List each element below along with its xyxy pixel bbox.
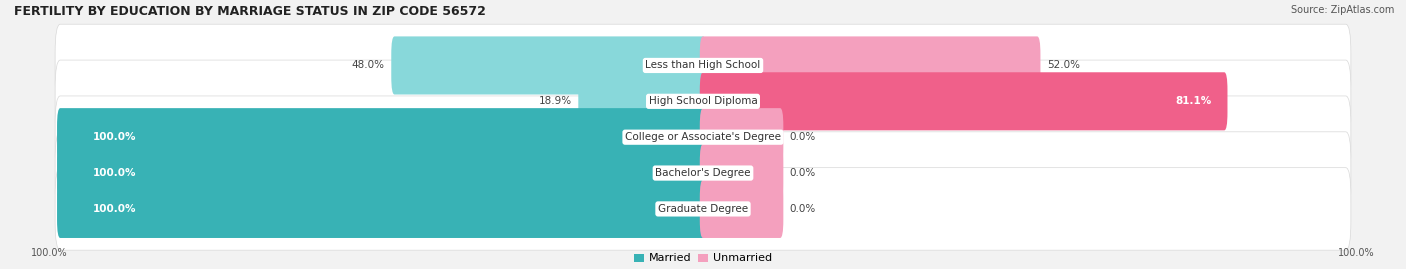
Text: 18.9%: 18.9%: [538, 96, 572, 106]
FancyBboxPatch shape: [391, 36, 706, 94]
Text: 100.0%: 100.0%: [93, 132, 136, 142]
Text: 0.0%: 0.0%: [790, 204, 815, 214]
FancyBboxPatch shape: [700, 72, 1227, 130]
Text: Graduate Degree: Graduate Degree: [658, 204, 748, 214]
Text: 48.0%: 48.0%: [352, 61, 385, 70]
FancyBboxPatch shape: [58, 144, 706, 202]
Text: High School Diploma: High School Diploma: [648, 96, 758, 106]
FancyBboxPatch shape: [700, 108, 783, 166]
Text: 100.0%: 100.0%: [93, 204, 136, 214]
FancyBboxPatch shape: [578, 72, 706, 130]
Text: 0.0%: 0.0%: [790, 132, 815, 142]
FancyBboxPatch shape: [55, 60, 1351, 143]
Text: 52.0%: 52.0%: [1047, 61, 1080, 70]
FancyBboxPatch shape: [700, 36, 1040, 94]
Text: 0.0%: 0.0%: [790, 168, 815, 178]
Text: Source: ZipAtlas.com: Source: ZipAtlas.com: [1291, 5, 1395, 15]
Text: 100.0%: 100.0%: [31, 248, 67, 258]
Legend: Married, Unmarried: Married, Unmarried: [634, 253, 772, 263]
FancyBboxPatch shape: [55, 168, 1351, 250]
FancyBboxPatch shape: [700, 144, 783, 202]
Text: FERTILITY BY EDUCATION BY MARRIAGE STATUS IN ZIP CODE 56572: FERTILITY BY EDUCATION BY MARRIAGE STATU…: [14, 5, 486, 18]
Text: Less than High School: Less than High School: [645, 61, 761, 70]
Text: Bachelor's Degree: Bachelor's Degree: [655, 168, 751, 178]
Text: 81.1%: 81.1%: [1175, 96, 1212, 106]
FancyBboxPatch shape: [58, 180, 706, 238]
FancyBboxPatch shape: [55, 24, 1351, 107]
Text: College or Associate's Degree: College or Associate's Degree: [626, 132, 780, 142]
Text: 100.0%: 100.0%: [1339, 248, 1375, 258]
Text: 100.0%: 100.0%: [93, 168, 136, 178]
FancyBboxPatch shape: [55, 96, 1351, 178]
FancyBboxPatch shape: [58, 108, 706, 166]
FancyBboxPatch shape: [55, 132, 1351, 214]
FancyBboxPatch shape: [700, 180, 783, 238]
